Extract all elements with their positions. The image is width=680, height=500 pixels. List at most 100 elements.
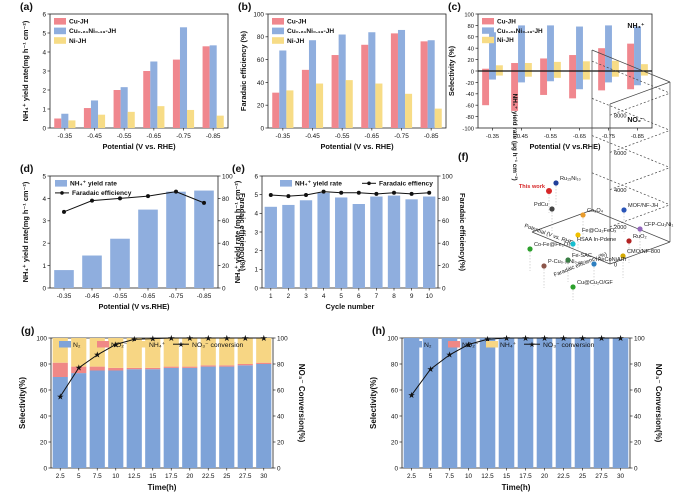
y-tick-label: 100: [36, 335, 47, 342]
scatter-point: [637, 226, 643, 232]
y-tick-label: 80: [468, 24, 474, 30]
panel-label: (c): [448, 1, 461, 13]
point-no3-conversion: ★: [598, 333, 606, 343]
point-faradaic-efficiency: [304, 193, 308, 198]
panel-g: 0 20 40 60 80 100 0 20 40 60 80 100 2.5 5 7.5 10 12.5 15 1…: [18, 325, 306, 492]
legend-entry: Ni-JH: [287, 38, 304, 45]
y-tick-label: 3: [42, 68, 46, 75]
bar-yield-rate: [166, 191, 186, 288]
x-tick-label: 9: [410, 293, 414, 300]
point-label: Co-Fe@Fe₂O₃: [534, 242, 571, 248]
y-tick-label: 80: [257, 34, 265, 41]
legend-entry: NO₂⁻: [111, 342, 128, 349]
bar-ni-jh: [375, 83, 383, 128]
bar-nh4-: [219, 338, 235, 366]
x-tick-label: 2: [287, 293, 291, 300]
bar-n2: [593, 338, 610, 468]
scatter-point: [553, 180, 559, 186]
z-tick-label: 0: [614, 262, 617, 268]
axis-line: [609, 81, 671, 105]
x-tick-label: 20: [541, 473, 549, 480]
legend-entry: NO₃⁻ conversion: [543, 342, 595, 349]
bar-cu-jh: [540, 58, 548, 71]
x-tick-label: 17.5: [519, 473, 532, 480]
bar-ni-jh: [582, 71, 590, 80]
y-tick-label: 0: [42, 285, 46, 292]
y-tick-label: 3: [42, 218, 46, 225]
bar-ni-jh: [524, 71, 532, 77]
y-tick-label: 1: [254, 267, 258, 274]
bar-ni-jh: [553, 71, 561, 78]
y2-tick-label: 80: [634, 361, 642, 368]
bar-nh4-: [256, 338, 272, 363]
bar-cu-jh: [272, 92, 280, 128]
y-axis-label: NH₄⁺ yield rate(mg h⁻¹ cm⁻²): [21, 181, 30, 282]
y-tick-label: 0: [394, 465, 398, 472]
y-tick-label: 4: [254, 211, 258, 218]
x-tick-label: 10: [465, 473, 473, 480]
point-label: MOF/NF-JH: [628, 203, 658, 209]
bar-nh4-: [108, 338, 124, 368]
bar-ni-jh: [157, 106, 165, 128]
line-no3-conversion: [59, 337, 264, 397]
bar-cu-jh: [54, 118, 62, 128]
point-label: RuO₂: [633, 234, 647, 240]
bar-ni-jh: [286, 90, 294, 128]
bar-cu0-81ni0-19-jh: [120, 87, 128, 128]
z-tick-label: 8000: [614, 114, 626, 120]
point-no3-conversion: ★: [186, 333, 194, 343]
bar-n2: [163, 367, 179, 468]
bar-nh4-: [200, 338, 216, 366]
y2-tick-label: 0: [634, 465, 638, 472]
bar-cu-jh: [301, 69, 309, 128]
x-tick-label: -0.45: [87, 133, 102, 140]
legend-swatch: [280, 180, 292, 187]
bar-cu0-81ni0-19-jh: [547, 71, 554, 82]
bar-cu0-81ni0-19-jh: [427, 40, 435, 128]
bar-ni-jh: [640, 64, 648, 71]
panel-label: (g): [21, 325, 34, 337]
y-tick-label: 0: [42, 125, 46, 132]
y2-tick-label: 0: [277, 465, 281, 472]
y-tick-label: 20: [468, 58, 474, 64]
scatter-point: [549, 206, 555, 212]
bar-cu-jh: [627, 71, 635, 90]
point-no3-conversion: ★: [167, 333, 175, 343]
x-tick-label: -0.85: [631, 134, 644, 140]
point-faradaic-efficiency: [202, 200, 206, 205]
x-tick-label: -0.45: [515, 134, 528, 140]
bar-cu0-81ni0-19-jh: [489, 32, 496, 71]
legend-entry: Cu-JH: [69, 19, 89, 26]
x-tick-label: 3: [304, 293, 308, 300]
point-faradaic-efficiency: [321, 189, 326, 194]
legend-swatch: [54, 27, 66, 35]
bar-ni-jh: [553, 61, 561, 71]
y-tick-label: 0: [43, 465, 47, 472]
y2-tick-label: 40: [442, 241, 450, 248]
x-tick-label: -0.65: [141, 293, 156, 300]
point-no3-conversion: ★: [484, 334, 492, 344]
bar-ni-jh: [611, 60, 619, 71]
y2-tick-label: 100: [442, 173, 453, 180]
y-tick-label: 6: [254, 173, 258, 180]
x-tick-label: -0.55: [544, 134, 557, 140]
bar-n2: [403, 338, 420, 468]
y2-axis-label: NO₃⁻ Conversion(%): [297, 364, 306, 443]
y-axis-label: Selectivity (%): [447, 45, 456, 96]
x-tick-label: 30: [617, 473, 625, 480]
legend-entry: NH₄⁺ yield rate: [295, 181, 342, 188]
scatter-point: [620, 253, 626, 259]
scatter-point: [541, 263, 547, 269]
bar-ni-jh: [611, 71, 619, 77]
y-axis-label: Selectivity(%): [18, 377, 27, 429]
bar-no2-: [256, 362, 272, 364]
y2-tick-label: 60: [222, 218, 230, 225]
y2-tick-label: 100: [222, 173, 233, 180]
bar-ni-jh: [405, 93, 413, 128]
bar-n2: [612, 338, 629, 468]
point-label: CFP-Cu₁Ni₁: [644, 222, 673, 228]
bar-n2: [108, 370, 124, 468]
legend-swatch: [272, 18, 284, 25]
y2-tick-label: 20: [277, 439, 285, 446]
panel-label: (d): [20, 163, 33, 175]
